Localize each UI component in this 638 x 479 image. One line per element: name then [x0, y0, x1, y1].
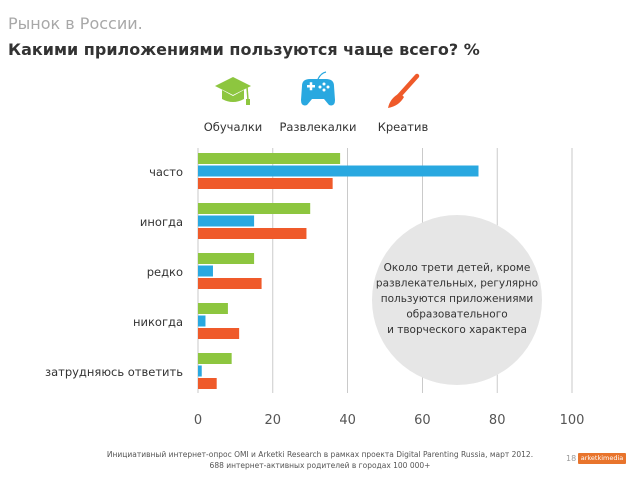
bar-graduation-cap-4 [198, 353, 232, 364]
callout-text-line: развлекательных, регулярно [376, 278, 538, 290]
callout-text-line: пользуются приложениями [381, 293, 534, 305]
x-tick-label: 100 [560, 413, 585, 428]
x-tick-label: 20 [265, 413, 282, 428]
category-label: часто [149, 165, 183, 179]
bar-paintbrush-4 [198, 378, 217, 389]
legend-label: Креатив [378, 120, 429, 134]
x-tick-label: 40 [339, 413, 356, 428]
brand-logo: arketkimedia [578, 453, 626, 464]
bar-paintbrush-1 [198, 228, 307, 239]
bar-graduation-cap-1 [198, 203, 311, 214]
bar-gamepad-1 [198, 215, 255, 227]
bar-graduation-cap-3 [198, 303, 228, 314]
bar-gamepad-2 [198, 265, 213, 277]
bar-graduation-cap-0 [198, 153, 341, 164]
slide-subtitle: Рынок в России. [8, 14, 143, 33]
callout-text-line: Около трети детей, кроме [384, 262, 531, 274]
slide-title: Какими приложениями пользуются чаще всег… [8, 40, 480, 59]
bar-paintbrush-0 [198, 178, 333, 189]
category-label: затрудняюсь ответить [45, 365, 183, 379]
x-tick-label: 80 [489, 413, 506, 428]
bar-gamepad-4 [198, 365, 202, 377]
callout-text-line: и творческого характера [387, 324, 527, 336]
graduation-cap-icon [215, 77, 251, 105]
category-label: никогда [133, 315, 183, 329]
x-tick-label: 60 [414, 413, 431, 428]
gamepad-icon [301, 71, 335, 106]
page-number: 18 [566, 454, 577, 463]
bar-gamepad-3 [198, 315, 206, 327]
legend-label: Развлекалки [279, 120, 356, 134]
bar-paintbrush-2 [198, 278, 262, 289]
bar-graduation-cap-2 [198, 253, 255, 264]
callout-circle [372, 215, 542, 385]
source-note-line-1: Инициативный интернет-опрос OMI и Arketk… [106, 450, 534, 459]
x-tick-label: 0 [194, 413, 202, 428]
bar-paintbrush-3 [198, 328, 240, 339]
source-note-line-2: 688 интернет-активных родителей в города… [209, 461, 431, 470]
paintbrush-icon [388, 73, 420, 108]
category-label: редко [147, 265, 183, 279]
legend-label: Обучалки [204, 120, 263, 134]
category-label: иногда [140, 215, 183, 229]
bar-gamepad-0 [198, 165, 479, 177]
callout-text-line: образовательного [406, 309, 507, 321]
